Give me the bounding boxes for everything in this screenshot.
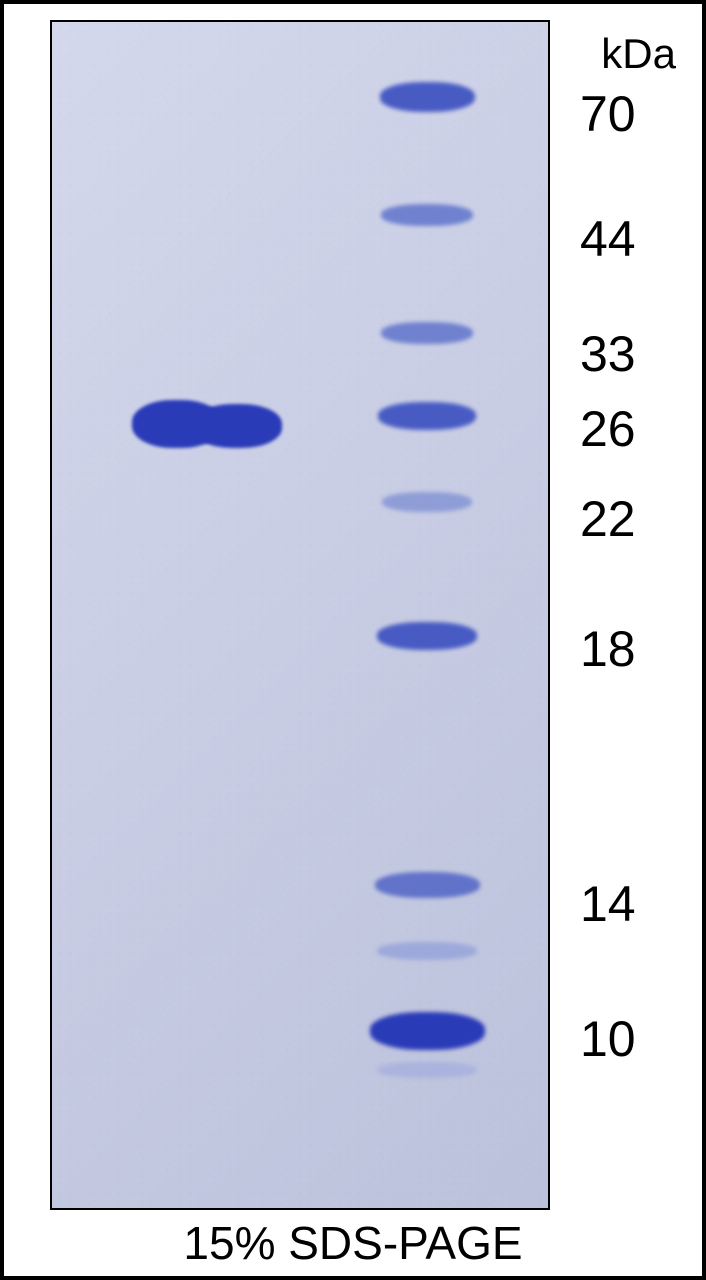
ladder-band xyxy=(381,204,473,226)
ladder-band xyxy=(382,492,472,512)
ladder-band xyxy=(378,402,476,430)
gel-caption: 15% SDS-PAGE xyxy=(0,1216,706,1270)
ladder-band xyxy=(381,322,473,344)
ladder-band xyxy=(377,622,477,650)
ladder-band xyxy=(377,942,477,960)
ladder-band xyxy=(377,1062,477,1078)
ladder-band xyxy=(380,82,475,112)
mw-label-33: 33 xyxy=(580,325,636,383)
sample-lane xyxy=(132,22,282,1208)
mw-label-14: 14 xyxy=(580,875,636,933)
mw-label-70: 70 xyxy=(580,85,636,143)
gel-lane-area xyxy=(50,20,550,1210)
mw-label-44: 44 xyxy=(580,210,636,268)
mw-label-18: 18 xyxy=(580,620,636,678)
mw-label-26: 26 xyxy=(580,400,636,458)
sample-band xyxy=(132,400,282,448)
mw-label-10: 10 xyxy=(580,1010,636,1068)
ladder-band xyxy=(370,1012,485,1050)
mw-label-22: 22 xyxy=(580,490,636,548)
gel-figure: kDa 70 44 33 26 22 18 14 10 15% SDS-PAGE xyxy=(0,0,706,1280)
ladder-lane xyxy=(362,22,492,1208)
ladder-band xyxy=(375,872,480,898)
unit-label: kDa xyxy=(601,30,676,78)
